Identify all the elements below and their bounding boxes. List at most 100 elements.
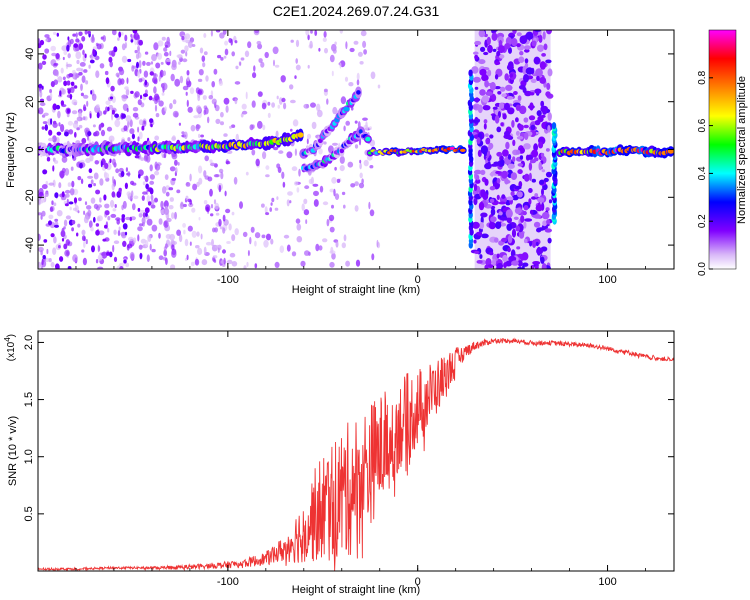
speckle-mark [142,191,148,195]
speckle-mark [149,71,154,76]
speckle-mark [287,191,293,196]
speckle-mark [38,38,41,45]
speckle-mark [260,61,265,68]
speckle-mark [323,88,328,93]
speckle-mark [42,121,48,125]
speckle-mark [90,197,96,204]
speckle-mark [332,142,338,146]
noise-speckle-mark [516,43,521,48]
noise-speckle-mark [525,67,534,75]
speckle-mark [168,205,174,210]
noise-speckle-mark [489,81,496,91]
speckle-mark [286,244,291,252]
speckle-mark [153,79,158,85]
speckle-mark [326,98,329,105]
speckle-mark [161,92,165,96]
speckle-mark [124,34,128,42]
speckle-mark [85,239,88,245]
speckle-mark [276,95,279,100]
lower-branch-mark [339,148,345,154]
speckle-mark [343,125,346,132]
speckle-mark [81,36,86,42]
speckle-mark [109,96,114,100]
speckle-mark [78,31,83,37]
speckle-mark [86,205,92,210]
noise-speckle-mark [479,68,487,76]
noise-speckle-mark [529,241,533,247]
speckle-mark [78,71,83,76]
speckle-mark [316,109,323,118]
snr-marks [38,337,674,571]
speckle-mark [133,195,139,200]
noise-speckle-mark [500,159,505,166]
speckle-mark [42,54,47,60]
speckle-mark [235,133,239,142]
noise-speckle-mark [539,61,547,70]
speckle-mark [52,135,57,143]
noise-speckle-mark [511,228,517,238]
speckle-mark [51,52,57,57]
speckle-mark [323,31,327,38]
speckle-mark [231,124,236,128]
noise-speckle-mark [496,262,504,269]
speckle-mark [158,75,161,82]
speckle-mark [100,129,106,137]
speckle-mark [224,190,227,197]
speckle-mark [151,224,158,232]
speckle-mark [69,206,72,211]
speckle-mark [174,78,181,87]
speckle-mark [77,176,82,181]
speckle-mark [53,62,59,66]
speckle-mark [218,218,222,227]
speckle-mark [140,94,142,100]
noise-speckle-mark [488,221,496,230]
speckle-mark [369,165,374,169]
speckle-mark [171,249,177,258]
speckle-mark [98,124,102,131]
speckle-mark [80,83,83,92]
speckle-mark [127,236,134,242]
speckle-mark [77,210,80,214]
speckle-mark [73,43,79,48]
speckle-mark [229,252,236,258]
noise-speckle-mark [524,173,530,182]
speckle-mark [69,188,75,196]
speckle-mark [120,78,125,85]
speckle-mark [50,233,55,238]
speckle-mark [316,103,321,112]
speckle-mark [111,183,115,191]
speckle-mark [104,203,110,209]
speckle-mark [168,187,174,191]
speckle-mark [67,182,72,187]
speckle-mark [122,240,127,247]
spectrogram-axes: -100 0 100 -40 -20 0 20 40 [24,30,674,286]
noise-speckle-mark [533,238,541,246]
speckle-mark [73,85,78,89]
speckle-mark [194,258,200,266]
noise-speckle-mark [473,51,479,55]
speckle-mark [81,229,86,236]
speckle-mark [68,73,74,78]
noise-speckle-mark [484,33,488,38]
speckle-mark [83,94,89,99]
speckle-mark [220,121,224,126]
noise-speckle-mark [519,35,528,44]
speckle-mark [290,39,294,43]
speckle-mark [79,162,83,169]
speckle-mark [212,255,218,259]
speckle-mark [172,110,179,118]
noise-speckle-mark [523,205,529,211]
speckle-mark [77,223,81,228]
speckle-mark [147,201,152,206]
snr-xlabel: Height of straight line (km) [292,584,420,596]
speckle-mark [118,77,122,86]
speckle-mark [137,207,141,212]
speckle-mark [138,60,142,69]
speckle-mark [210,204,214,209]
noise-speckle-mark [473,239,477,244]
speckle-mark [301,203,305,211]
speckle-mark [264,51,269,59]
noise-speckle-mark [515,149,521,155]
snr-frame [37,330,675,572]
noise-speckle-mark [476,174,480,181]
